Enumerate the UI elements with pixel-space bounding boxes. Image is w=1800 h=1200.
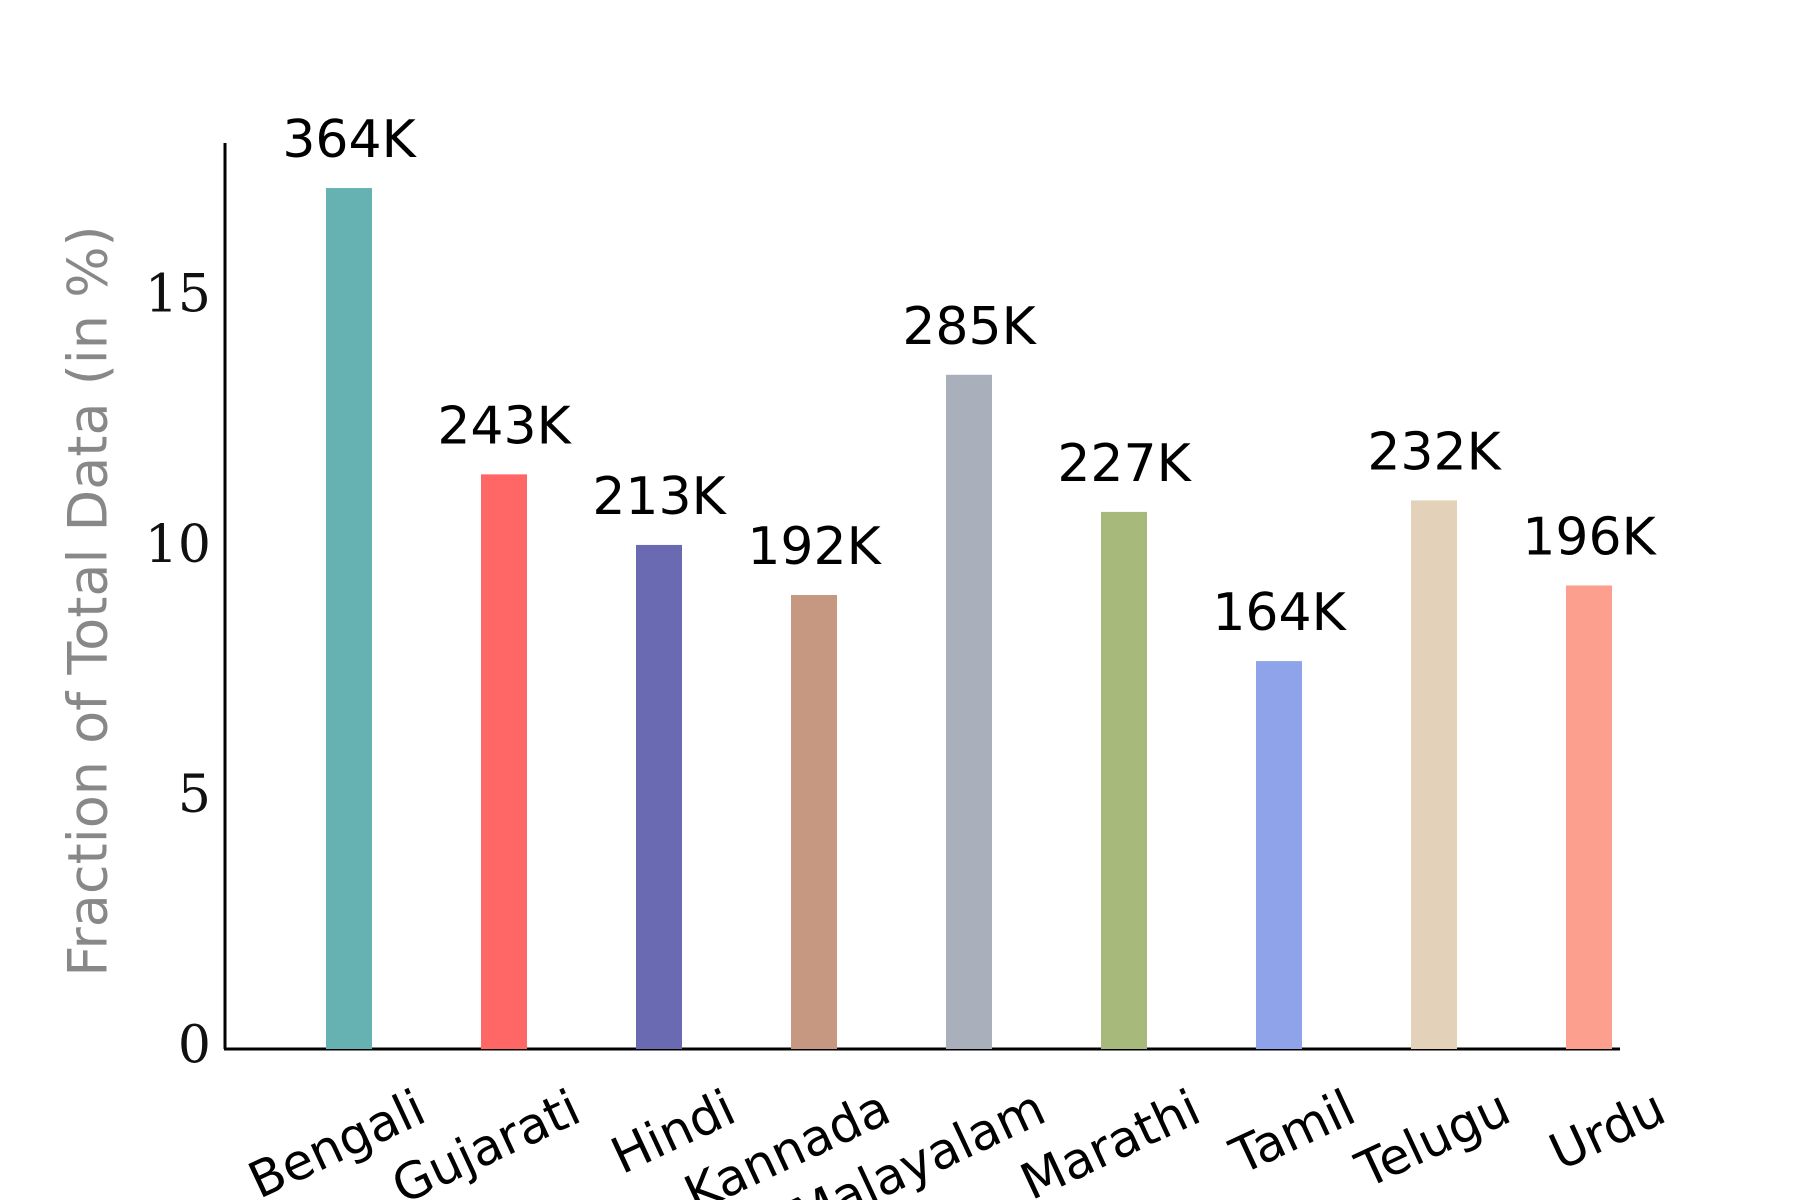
bar-label: 285K: [902, 297, 1037, 357]
bar-label: 213K: [592, 467, 727, 527]
y-tick-label: 5: [178, 765, 211, 825]
y-axis-label: Fraction of Total Data (in %): [57, 225, 120, 976]
y-tick-label: 0: [178, 1016, 211, 1076]
x-tick-label: Marathi: [1012, 1079, 1209, 1200]
x-tick-label: Telugu: [1347, 1079, 1519, 1200]
bar: [636, 544, 682, 1049]
bar-label: 196K: [1522, 507, 1657, 567]
bar: [1411, 500, 1457, 1049]
bar-label: 243K: [437, 396, 572, 456]
bar: [946, 374, 992, 1049]
bar-label: 232K: [1367, 422, 1502, 482]
y-tick-label: 10: [145, 515, 211, 575]
bar-label: 192K: [747, 517, 882, 577]
bar: [1566, 585, 1612, 1049]
x-tick-label: Tamil: [1221, 1079, 1364, 1187]
bar: [481, 474, 527, 1050]
y-tick-label: 15: [145, 265, 211, 325]
bar-label: 164K: [1212, 583, 1347, 643]
bar-label: 364K: [282, 110, 417, 170]
bar: [326, 188, 372, 1049]
bar: [1256, 661, 1302, 1049]
x-tick-label: Urdu: [1541, 1079, 1674, 1182]
bar: [791, 594, 837, 1049]
bar: [1101, 511, 1147, 1049]
bar-label: 227K: [1057, 434, 1192, 494]
